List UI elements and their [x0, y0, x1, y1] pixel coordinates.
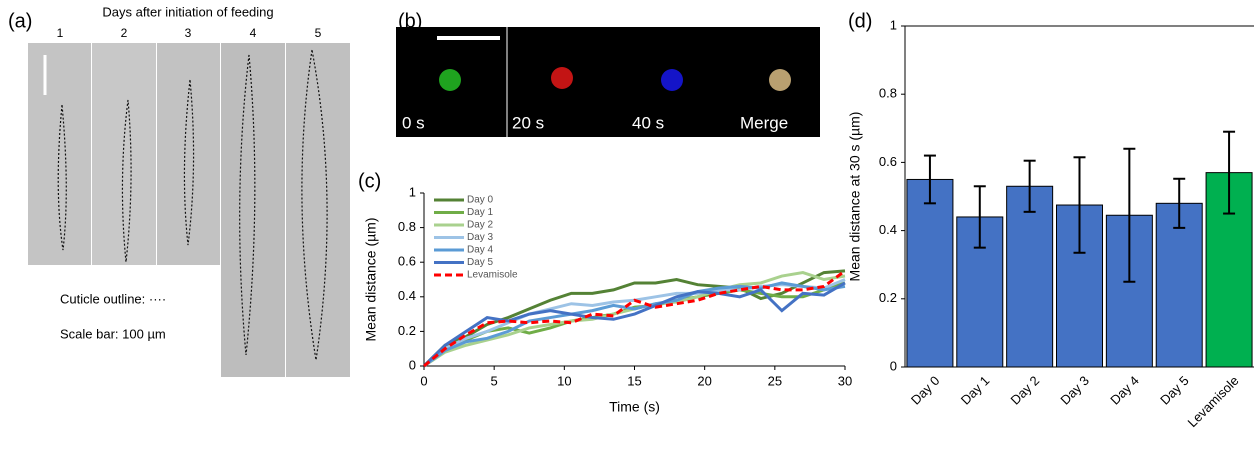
y-tick-label: 0.6: [879, 154, 897, 169]
legend-label: Day 5: [467, 257, 494, 268]
y-tick-label: 0.4: [879, 222, 897, 237]
y-axis-label: Mean distance at 30 s (µm): [847, 112, 863, 282]
panel-label: (b): [398, 10, 422, 32]
x-tick-label: Day 2: [1008, 373, 1043, 408]
frame-label: 20 s: [512, 113, 544, 132]
legend-label: Day 3: [467, 232, 494, 243]
note: Cuticle outline: ····: [60, 291, 166, 306]
series-line: [422, 281, 846, 368]
x-tick-label: Levamisole: [1185, 373, 1242, 430]
note: Scale bar: 100 µm: [60, 326, 166, 341]
cuticle-outline: [121, 99, 132, 263]
y-tick-label: 0.2: [398, 323, 416, 338]
series-line: [423, 269, 846, 368]
micrograph: [221, 43, 285, 377]
y-tick-label: 0.8: [398, 219, 416, 234]
micrograph: [28, 43, 91, 265]
y-tick-label: 0: [890, 358, 897, 373]
x-tick-label: 20: [697, 373, 711, 388]
x-tick-label: Day 0: [908, 373, 943, 408]
x-tick-label: 25: [768, 373, 782, 388]
cuticle-outline: [57, 104, 67, 251]
day-label: 1: [57, 26, 64, 40]
legend-label: Day 4: [467, 245, 494, 256]
legend-label: Levamisole: [467, 270, 518, 281]
frame-label: 0 s: [402, 113, 425, 132]
bar: [1105, 214, 1153, 368]
y-tick-label: 1: [890, 17, 897, 32]
x-tick-label: Day 5: [1157, 373, 1192, 408]
frame-label: Merge: [740, 113, 788, 132]
y-tick-label: 0.6: [398, 254, 416, 269]
y-tick-label: 1: [409, 184, 416, 199]
y-tick-label: 0.2: [879, 290, 897, 305]
x-tick-label: 5: [491, 373, 498, 388]
cell: [661, 69, 683, 91]
panel-title: Days after initiation of feeding: [102, 4, 273, 19]
bar: [906, 178, 954, 368]
cell: [551, 67, 573, 89]
x-tick-label: 10: [557, 373, 571, 388]
y-tick-label: 0.4: [398, 288, 416, 303]
fluorescence-image: [396, 27, 820, 137]
y-tick-label: 0.8: [879, 86, 897, 101]
bar: [1006, 185, 1054, 368]
panel-label: (c): [358, 170, 381, 192]
day-label: 5: [315, 26, 322, 40]
x-axis-label: Time (s): [609, 399, 660, 415]
micrograph: [157, 43, 220, 265]
x-tick-label: 15: [627, 373, 641, 388]
cell: [769, 69, 791, 91]
x-tick-label: Day 3: [1057, 373, 1092, 408]
legend-label: Day 2: [467, 220, 494, 231]
cuticle-outline: [239, 54, 256, 356]
micrograph: [92, 43, 156, 265]
day-label: 4: [250, 26, 257, 40]
panel-label: (a): [8, 10, 32, 32]
x-tick-label: 30: [838, 373, 852, 388]
panel-label: (d): [848, 10, 872, 32]
bar: [1155, 202, 1203, 368]
x-tick-label: Day 1: [958, 373, 993, 408]
series-line: [423, 281, 846, 368]
legend-label: Day 1: [467, 207, 494, 218]
y-tick-label: 0: [409, 357, 416, 372]
micrographs: [28, 43, 350, 377]
y-axis-label: Mean distance (µm): [363, 218, 379, 342]
x-tick-label: 0: [420, 373, 427, 388]
series-line: [423, 281, 846, 368]
frame-label: 40 s: [632, 113, 664, 132]
day-label: 3: [185, 26, 192, 40]
cell: [439, 69, 461, 91]
day-label: 2: [121, 26, 128, 40]
micrograph: [286, 43, 350, 377]
cuticle-outline: [183, 79, 195, 246]
legend-label: Day 0: [467, 195, 494, 206]
x-tick-label: Day 4: [1107, 373, 1142, 408]
